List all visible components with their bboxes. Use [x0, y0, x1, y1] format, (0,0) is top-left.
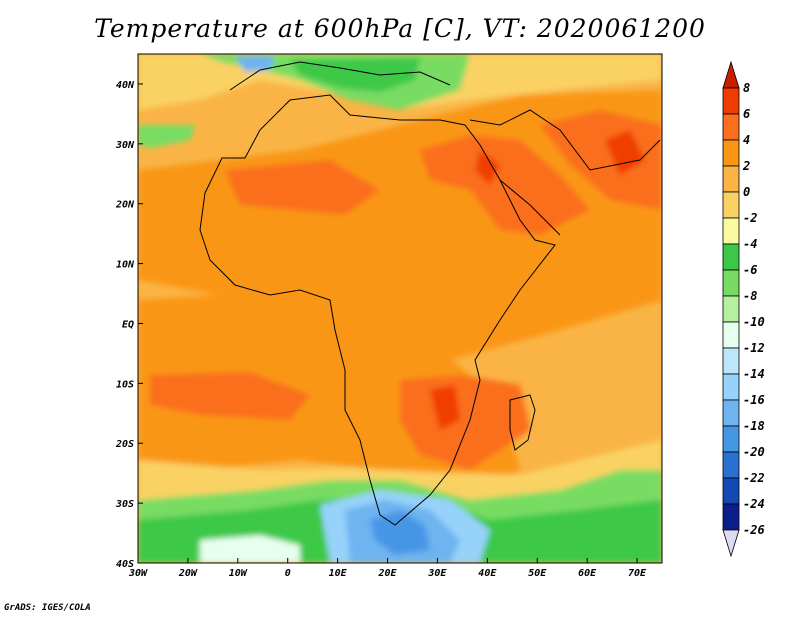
colorbar-label: -22	[743, 471, 765, 485]
colorbar-label: -18	[743, 419, 765, 433]
colorbar-label: -12	[743, 341, 765, 355]
colorbar-swatch	[722, 165, 740, 193]
colorbar-swatch	[722, 503, 740, 531]
colorbar-swatch	[722, 191, 740, 219]
colorbar-swatch	[722, 60, 740, 89]
y-tick-label: 30N	[115, 140, 135, 151]
colorbar-swatch	[722, 217, 740, 245]
y-tick-label: 30S	[115, 499, 134, 510]
x-tick-label: 0	[285, 568, 291, 579]
colorbar-label: -10	[743, 315, 765, 329]
colorbar-label: 0	[743, 185, 750, 199]
colorbar-swatch	[722, 295, 740, 323]
x-tick-label: 30W	[128, 568, 148, 579]
x-tick-label: 20E	[377, 568, 397, 579]
colorbar-label: -2	[743, 211, 757, 225]
x-tick-label: 10W	[229, 568, 248, 579]
y-tick-label: 20S	[115, 439, 134, 450]
y-tick-label: 20N	[115, 200, 135, 211]
colorbar-swatch	[722, 113, 740, 141]
x-tick-label: 20W	[178, 568, 198, 579]
temperature-field	[138, 54, 662, 563]
colorbar-label: -26	[743, 523, 765, 537]
colorbar-swatch	[722, 399, 740, 427]
colorbar-swatch	[722, 477, 740, 505]
colorbar-swatch	[722, 529, 740, 558]
y-tick-label: 10S	[116, 379, 134, 390]
colorbar-label: 8	[743, 81, 750, 95]
x-tick-label: 60E	[578, 568, 597, 579]
colorbar-swatch	[722, 269, 740, 297]
x-tick-label: 40E	[478, 568, 497, 579]
plot-frame	[137, 53, 663, 564]
x-tick-label: 70E	[628, 568, 647, 579]
colorbar-swatch	[722, 87, 740, 115]
y-tick-label: 40S	[116, 559, 134, 570]
colorbar-swatch	[722, 139, 740, 167]
y-tick-label: EQ	[122, 319, 134, 330]
y-tick-label: 40N	[116, 80, 135, 91]
map-title: Temperature at 600hPa [C], VT: 202006120…	[94, 14, 706, 43]
x-tick-label: 30E	[427, 568, 447, 579]
colorbar-label: -8	[743, 289, 757, 303]
colorbar-label: -6	[743, 263, 757, 277]
colorbar-swatch	[722, 321, 740, 349]
footer-credit: GrADS: IGES/COLA	[4, 603, 91, 613]
colorbar-label: -20	[743, 445, 765, 459]
colorbar-swatch	[722, 451, 740, 479]
colorbar: 8 6 4 2 0 -2 -4 -6 -8 -10 -12 -14 -16 -18 -20 -22 -24 -26	[722, 60, 765, 558]
colorbar-label: -14	[743, 367, 765, 381]
y-tick-label: 10N	[116, 260, 135, 271]
coastlines	[199, 61, 661, 526]
colorbar-label: -4	[743, 237, 757, 251]
colorbar-label: 6	[743, 107, 750, 121]
x-axis: 30W 20W 10W 0 10E 20E 30E 40E 50E 60E 70E	[128, 558, 647, 579]
y-axis: 40N 30N 20N 10N EQ 10S 20S 30S 40S	[115, 80, 143, 570]
colorbar-swatch	[722, 243, 740, 271]
x-tick-label: 10E	[329, 568, 348, 579]
colorbar-label: -16	[743, 393, 765, 407]
colorbar-label: 2	[742, 159, 750, 173]
colorbar-swatch	[722, 425, 740, 453]
colorbar-label: 4	[743, 133, 750, 147]
colorbar-label: -24	[743, 497, 765, 511]
colorbar-swatch	[722, 347, 740, 375]
colorbar-swatch	[722, 373, 740, 401]
x-tick-label: 50E	[528, 568, 547, 579]
